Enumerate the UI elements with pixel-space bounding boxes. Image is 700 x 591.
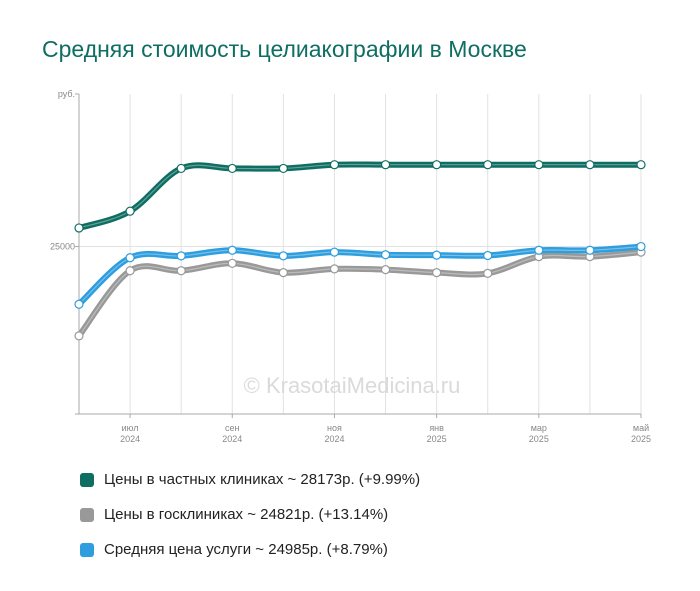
data-point-average[interactable] [125, 253, 135, 263]
data-point-average[interactable] [278, 251, 288, 261]
data-point-private[interactable] [432, 160, 442, 170]
x-tick-label-month: мар [531, 423, 547, 433]
x-tick-label-year: 2025 [529, 434, 549, 444]
series-line-highlight-public [78, 251, 642, 337]
series-layer [74, 160, 646, 341]
legend-label-average: Средняя цена услуги ~ 24985р. (+8.79%) [104, 541, 388, 558]
x-tick-label-month: июл [122, 423, 139, 433]
data-point-public[interactable] [74, 331, 84, 341]
legend: Цены в частных клиниках ~ 28173р. (+9.99… [80, 462, 420, 567]
data-point-average[interactable] [483, 250, 493, 261]
legend-swatch-public [80, 507, 94, 522]
series-average [74, 241, 646, 309]
legend-swatch-average [80, 542, 94, 557]
data-point-public[interactable] [176, 266, 186, 276]
x-tick-label-year: 2024 [120, 434, 140, 444]
axes: руб.25000июл2024сен2024ноя2024янв2025мар… [50, 89, 651, 444]
legend-item-public: Цены в госклиниках ~ 24821р. (+13.14%) [80, 497, 420, 532]
data-point-average[interactable] [534, 245, 544, 255]
data-point-average[interactable] [585, 245, 595, 255]
data-point-public[interactable] [483, 268, 493, 278]
series-line-private [76, 161, 644, 231]
data-point-private[interactable] [380, 160, 391, 170]
data-point-public[interactable] [125, 266, 135, 276]
data-point-private[interactable] [329, 160, 340, 170]
legend-item-average: Средняя цена услуги ~ 24985р. (+8.79%) [80, 532, 420, 567]
data-point-private[interactable] [483, 160, 493, 170]
data-point-average[interactable] [432, 250, 442, 260]
data-point-average[interactable] [329, 247, 340, 257]
data-point-public[interactable] [329, 264, 340, 274]
x-tick-label-month: янв [429, 423, 444, 433]
series-line-public [76, 249, 644, 339]
data-point-private[interactable] [534, 160, 544, 170]
watermark: © KrasotaiMedicina.ru [244, 373, 461, 398]
data-point-average[interactable] [227, 245, 237, 255]
x-tick-label-month: май [633, 423, 649, 433]
data-point-average[interactable] [380, 250, 391, 260]
data-point-average[interactable] [176, 251, 186, 261]
data-point-average[interactable] [636, 241, 646, 252]
data-point-private[interactable] [74, 223, 84, 233]
data-point-public[interactable] [432, 268, 442, 278]
x-tick-label-year: 2025 [631, 434, 651, 444]
data-point-public[interactable] [278, 268, 288, 278]
legend-label-private: Цены в частных клиниках ~ 28173р. (+9.99… [104, 471, 421, 488]
data-point-private[interactable] [278, 163, 288, 174]
legend-swatch-private [80, 472, 94, 487]
data-point-private[interactable] [585, 160, 595, 170]
x-tick-label-month: ноя [327, 423, 342, 433]
series-private [74, 160, 646, 233]
x-tick-label-year: 2024 [222, 434, 242, 444]
data-point-private[interactable] [227, 163, 237, 174]
data-point-private[interactable] [636, 160, 646, 170]
data-point-public[interactable] [227, 258, 237, 268]
x-tick-label-month: сен [225, 423, 240, 433]
x-tick-label-year: 2025 [427, 434, 447, 444]
data-point-private[interactable] [125, 206, 135, 216]
y-axis-unit-label: руб. [58, 89, 75, 99]
chart-area: © KrasotaiMedicina.ru руб.25000июл2024се… [50, 89, 651, 444]
data-point-public[interactable] [380, 265, 391, 275]
data-point-private[interactable] [176, 163, 186, 174]
series-line-highlight-private [78, 163, 641, 229]
chart-title: Средняя стоимость целиакографии в Москве [42, 36, 527, 62]
legend-label-public: Цены в госклиниках ~ 24821р. (+13.14%) [104, 506, 389, 523]
x-tick-label-year: 2024 [324, 434, 344, 444]
legend-item-private: Цены в частных клиниках ~ 28173р. (+9.99… [80, 462, 420, 497]
y-tick-label: 25000 [50, 242, 75, 252]
series-public [74, 247, 646, 341]
data-point-average[interactable] [74, 299, 84, 309]
